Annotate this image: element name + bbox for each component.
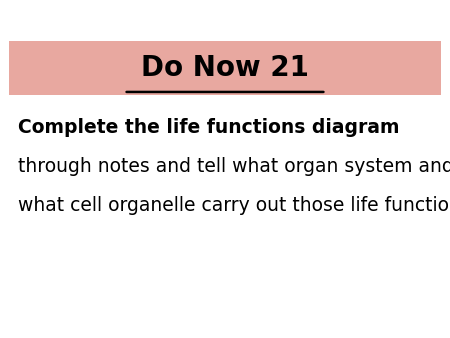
Text: what cell organelle carry out those life functions.: what cell organelle carry out those life…: [18, 196, 450, 215]
FancyBboxPatch shape: [9, 41, 441, 95]
Text: through notes and tell what organ system and: through notes and tell what organ system…: [18, 157, 450, 176]
Text: Do Now 21: Do Now 21: [141, 54, 309, 81]
Text: Complete the life functions diagram: Complete the life functions diagram: [18, 118, 400, 137]
